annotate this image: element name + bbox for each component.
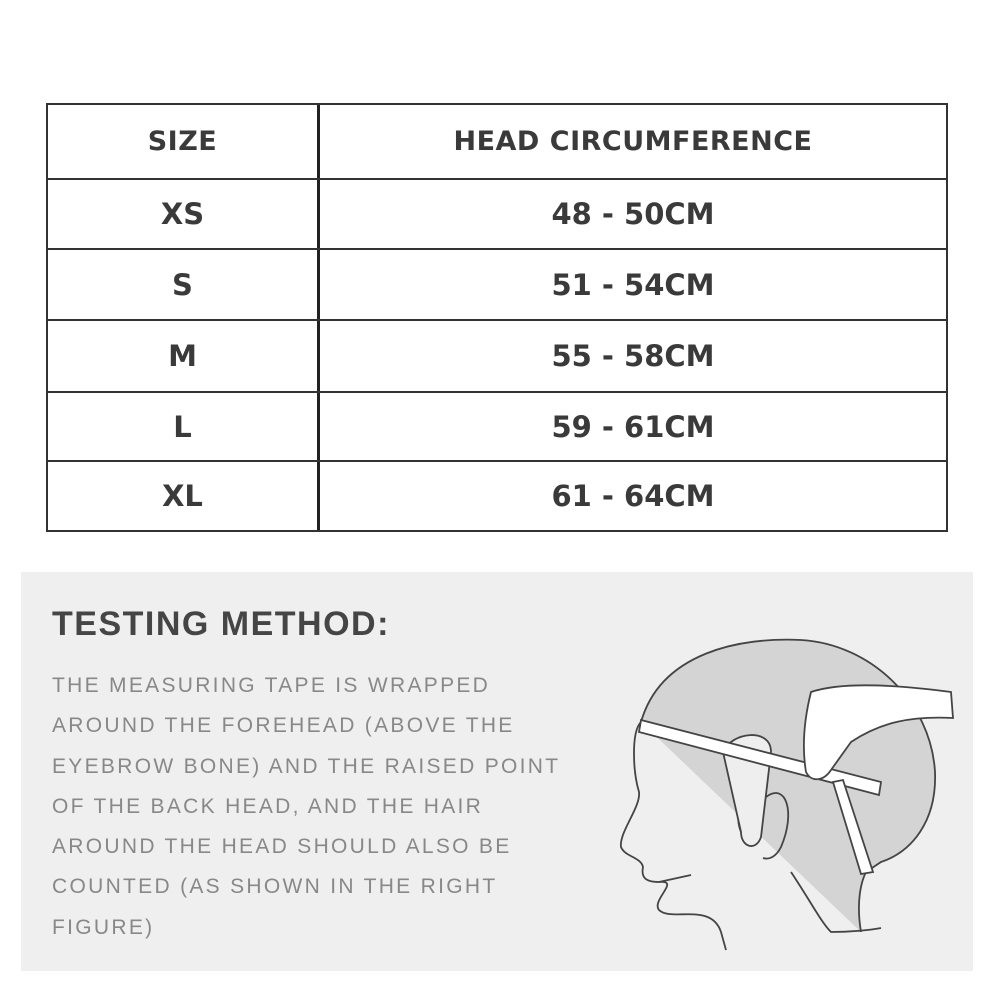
size-cell: M [168,339,197,373]
description-line: FIGURE) [52,915,155,939]
size-chart-table: SIZE HEAD CIRCUMFERENCE XS 48 - 50CM S 5… [46,103,948,532]
circumference-cell: 51 - 54CM [551,267,715,302]
testing-method-panel: TESTING METHOD: THE MEASURING TAPE IS WR… [21,572,973,971]
table-row: XS 48 - 50CM [48,180,946,250]
header-head-circumference: HEAD CIRCUMFERENCE [453,126,813,157]
description-line: THE MEASURING TAPE IS WRAPPED [52,674,491,697]
circumference-cell: 59 - 61CM [551,409,715,444]
size-cell: XS [160,197,205,231]
circumference-cell: 61 - 64CM [551,479,715,513]
description-line: OF THE BACK HEAD, AND THE HAIR [52,794,484,818]
table-row: XL 61 - 64CM [48,462,946,530]
table-header-row: SIZE HEAD CIRCUMFERENCE [48,105,946,180]
description-line: AROUND THE FOREHEAD (ABOVE THE [52,714,515,738]
testing-method-title: TESTING METHOD: [52,605,390,643]
header-size: SIZE [147,126,218,157]
testing-method-description: THE MEASURING TAPE IS WRAPPED AROUND THE… [52,674,612,956]
description-line: EYEBROW BONE) AND THE RAISED POINT [52,754,561,778]
circumference-cell: 55 - 58CM [551,339,715,373]
size-cell: S [172,267,193,302]
circumference-cell: 48 - 50CM [551,197,715,231]
size-cell: L [173,409,192,444]
table-row: S 51 - 54CM [48,250,946,321]
size-cell: XL [162,479,203,513]
description-line: AROUND THE HEAD SHOULD ALSO BE [52,835,512,859]
description-line: COUNTED (AS SHOWN IN THE RIGHT [52,875,498,899]
head-measuring-tape-icon [620,638,954,951]
table-row: M 55 - 58CM [48,321,946,393]
table-row: L 59 - 61CM [48,393,946,462]
